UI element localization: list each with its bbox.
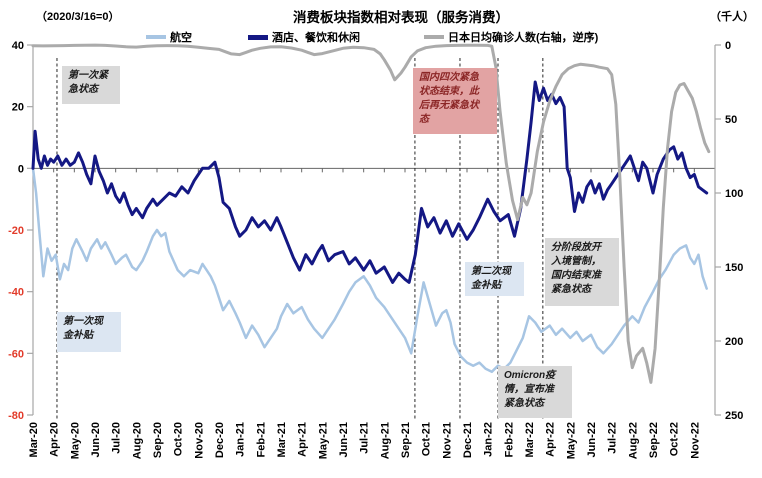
- annotation-box: 第一次紧 急状态: [62, 66, 120, 104]
- x-axis-label: Jun-22: [586, 422, 598, 457]
- annotation-line: 状态结束，此: [419, 86, 479, 97]
- annotation-line: 入境管制，: [551, 256, 601, 267]
- x-axis-label: Jun-20: [90, 422, 102, 457]
- legend-label-japan-daily-cases: 日本日均确诊人数(右轴，逆序): [448, 32, 599, 44]
- legend-swatch-hotels-catering-leisure: [248, 34, 268, 40]
- legend-item-hotels-catering-leisure: 酒店、餐饮和休闲: [248, 29, 360, 45]
- x-axis-label: Apr-20: [49, 422, 61, 457]
- chart-legend: 航空 酒店、餐饮和休闲 日本日均确诊人数(右轴，逆序): [0, 29, 762, 45]
- x-axis-label: Jul-20: [111, 422, 123, 454]
- right-axis-unit: （千人）: [710, 11, 754, 23]
- x-axis-label: Oct-20: [173, 422, 185, 456]
- x-axis-label: Feb-22: [503, 422, 515, 457]
- annotation-box: Omicron疫 情，宣布准紧急状态: [498, 366, 572, 418]
- chart-title: 消费板块指数相对表现（服务消费）: [293, 10, 509, 25]
- annotation-line: 金补贴: [63, 330, 93, 341]
- right-axis-label: 250: [725, 410, 743, 422]
- x-axis-label: Apr-21: [297, 422, 309, 457]
- x-axis-label: Feb-21: [255, 422, 267, 457]
- legend-swatch-japan-daily-cases: [424, 35, 444, 39]
- annotation-line: 紧急状态: [551, 284, 591, 295]
- x-axis-label: Jun-21: [338, 422, 350, 457]
- annotation-line: 金补贴: [471, 280, 501, 291]
- annotation-line: 紧急状态: [504, 398, 544, 409]
- annotation-line: 情，宣布准: [504, 384, 554, 395]
- legend-label-airlines: 航空: [170, 32, 192, 44]
- right-axis-label: 0: [725, 40, 731, 52]
- legend-swatch-airlines: [146, 35, 166, 39]
- left-axis-label: 0: [18, 163, 24, 175]
- annotation-line: 第一次紧: [68, 70, 108, 81]
- right-axis-label: 50: [725, 114, 737, 126]
- annotation-line: 急状态: [68, 84, 98, 95]
- right-axis-label: 150: [725, 262, 743, 274]
- x-axis-label: Jan-22: [483, 422, 495, 457]
- legend-item-japan-daily-cases: 日本日均确诊人数(右轴，逆序): [424, 29, 598, 45]
- series-line-1: [31, 80, 709, 284]
- x-axis-label: Aug-22: [627, 422, 639, 459]
- annotation-line: 态: [419, 114, 429, 125]
- left-axis-label: 20: [12, 102, 24, 114]
- x-axis-label: Sep-20: [152, 422, 164, 458]
- annotation-box: 第一次现 金补贴: [57, 312, 121, 352]
- legend-item-airlines: 航空: [146, 29, 192, 45]
- left-axis-label: -80: [8, 410, 24, 422]
- x-axis-label: Oct-21: [421, 422, 433, 456]
- annotation-box: 第二次现 金补贴: [465, 262, 524, 296]
- x-axis-label: Nov-21: [441, 422, 453, 459]
- annotation-box: 国内四次紧急 状态结束，此 后再无紧急状态: [413, 68, 497, 134]
- x-axis-label: Mar-21: [276, 422, 288, 457]
- x-axis-label: Mar-22: [524, 422, 536, 457]
- left-axis-label: 40: [12, 40, 24, 52]
- x-axis-label: Sep-21: [400, 422, 412, 458]
- x-axis-label: Oct-22: [669, 422, 681, 456]
- x-axis-label: May-21: [317, 422, 329, 459]
- x-axis-label: Aug-20: [131, 422, 143, 459]
- annotation-line: 第二次现: [471, 266, 511, 277]
- x-axis-label: Dec-21: [462, 422, 474, 458]
- x-axis-label: Nov-22: [689, 422, 701, 459]
- right-axis-label: 200: [725, 336, 743, 348]
- x-axis-label: Apr-22: [545, 422, 557, 457]
- x-axis-label: Jul-21: [359, 422, 371, 454]
- series-line-0: [31, 167, 708, 374]
- x-axis-label: Mar-20: [28, 422, 40, 457]
- right-axis-label: 100: [725, 188, 743, 200]
- x-axis-label: Jul-22: [607, 422, 619, 454]
- annotation-line: Omicron疫: [504, 370, 556, 381]
- left-axis-label: -40: [8, 287, 24, 299]
- series-line-2: [31, 43, 711, 384]
- x-axis-label: May-22: [565, 422, 577, 459]
- legend-label-hotels-catering-leisure: 酒店、餐饮和休闲: [272, 32, 360, 44]
- x-axis-label: Nov-20: [193, 422, 205, 459]
- x-axis-label: May-20: [69, 422, 81, 459]
- x-axis-label: Aug-21: [379, 422, 391, 459]
- left-axis-label: -60: [8, 348, 24, 360]
- annotation-line: 分阶段放开: [551, 242, 601, 253]
- annotation-line: 第一次现: [63, 316, 103, 327]
- left-axis-note: （2020/3/16=0）: [36, 11, 120, 23]
- annotation-line: 后再无紧急状: [419, 100, 479, 111]
- x-axis-label: Dec-20: [214, 422, 226, 458]
- left-axis-label: -20: [8, 225, 24, 237]
- annotation-line: 国内四次紧急: [419, 72, 479, 83]
- x-axis-label: Sep-22: [648, 422, 660, 458]
- annotation-line: 国内结束准: [551, 270, 601, 281]
- x-axis-label: Jan-21: [235, 422, 247, 457]
- annotation-box: 分阶段放开入境管制， 国内结束准紧急状态: [545, 238, 619, 306]
